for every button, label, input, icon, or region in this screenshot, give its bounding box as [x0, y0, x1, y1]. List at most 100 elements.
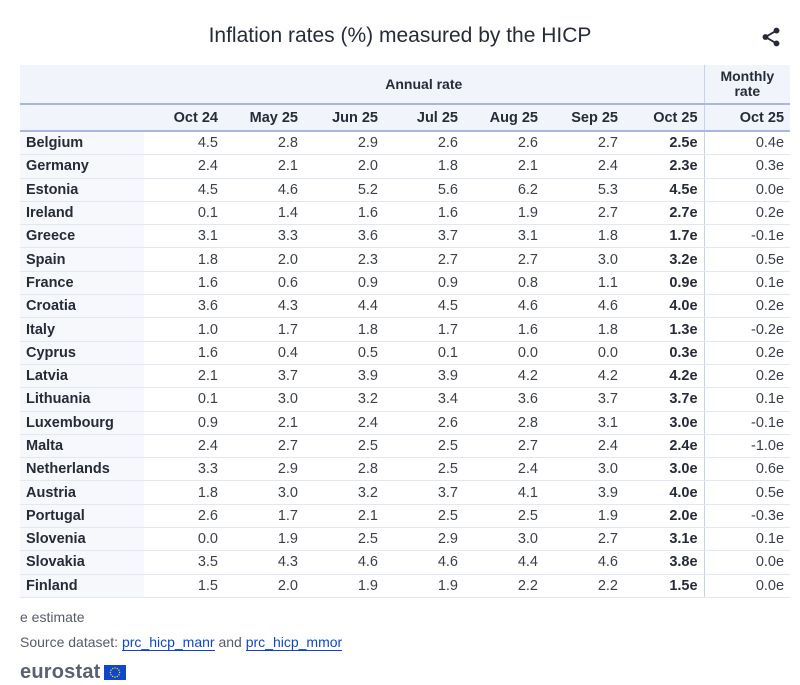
eurostat-logo: eurostat	[20, 660, 126, 684]
table-row: Spain 1.8 2.0 2.3 2.7 2.7 3.0 3.2e 0.5e	[20, 247, 791, 272]
value-cell: 4.6	[464, 294, 544, 319]
value-cell: 4.0e	[624, 480, 705, 505]
source-link-mmor[interactable]: prc_hicp_mmor	[245, 634, 343, 651]
value-cell: 1.6	[144, 271, 224, 296]
value-cell: 1.4	[224, 201, 304, 226]
value-cell: 4.5	[144, 131, 224, 156]
flag-star	[117, 669, 120, 671]
value-cell: -0.1e	[703, 411, 791, 435]
value-cell: 2.6	[384, 131, 464, 156]
table-row: Malta 2.4 2.7 2.5 2.5 2.7 2.4 2.4e -1.0e	[20, 434, 791, 459]
value-cell: 4.2	[544, 364, 624, 389]
value-cell: -0.1e	[703, 224, 791, 249]
value-cell: 2.5	[304, 434, 384, 459]
value-cell: 3.3	[144, 457, 224, 482]
source-link-manr[interactable]: prc_hicp_manr	[121, 634, 215, 651]
value-cell: 4.2e	[624, 364, 705, 389]
value-cell: 2.5	[464, 504, 544, 529]
value-cell: 1.9	[464, 201, 544, 226]
value-cell: 2.8	[464, 411, 544, 435]
value-cell: 0.0e	[703, 574, 791, 598]
table-row: Germany 2.4 2.1 2.0 1.8 2.1 2.4 2.3e 0.3e	[20, 154, 791, 179]
value-cell: 4.2	[464, 364, 544, 389]
source-prefix: Source dataset:	[20, 634, 122, 650]
value-cell: 2.9	[224, 457, 304, 482]
group-header-row: Annual rate Monthly rate	[20, 65, 791, 105]
country-cell: Germany	[20, 154, 144, 179]
value-cell: 4.4	[304, 294, 384, 319]
country-cell: France	[20, 271, 144, 296]
value-cell: 1.7	[224, 317, 304, 342]
country-cell: Slovenia	[20, 527, 144, 552]
table-row: Estonia 4.5 4.6 5.2 5.6 6.2 5.3 4.5e 0.0e	[20, 178, 791, 202]
value-cell: 4.6	[384, 550, 464, 575]
country-cell: Finland	[20, 574, 144, 598]
value-cell: 0.2e	[703, 201, 791, 226]
value-cell: 3.0	[464, 527, 544, 552]
monthly-rate-header: Monthly rate	[703, 65, 791, 105]
value-cell: 1.8	[144, 480, 224, 505]
value-cell: 2.1	[144, 364, 224, 389]
value-cell: 3.0	[544, 457, 624, 482]
column-header: Oct 24	[144, 104, 224, 132]
column-header: May 25	[224, 104, 304, 132]
value-cell: 2.6	[384, 411, 464, 435]
column-header: Sep 25	[544, 104, 624, 132]
value-cell: 2.4	[544, 434, 624, 459]
country-cell: Slovakia	[20, 550, 144, 575]
value-cell: 1.8	[384, 154, 464, 179]
column-header: Jun 25	[304, 104, 384, 132]
value-cell: 3.6	[304, 224, 384, 249]
value-cell: 2.0	[304, 154, 384, 179]
value-cell: 3.9	[384, 364, 464, 389]
value-cell: 3.4	[384, 387, 464, 412]
country-cell: Portugal	[20, 504, 144, 529]
value-cell: 2.1	[464, 154, 544, 179]
flag-star	[111, 675, 113, 677]
value-cell: 1.1	[544, 271, 624, 296]
source-line: Source dataset: prc_hicp_manr and prc_hi…	[20, 634, 343, 651]
share-icon[interactable]	[760, 26, 782, 48]
value-cell: 3.0e	[624, 411, 705, 435]
value-cell: 2.0e	[624, 504, 705, 529]
column-header: Aug 25	[464, 104, 544, 132]
value-cell: 2.2	[544, 574, 624, 598]
value-cell: 0.3e	[703, 154, 791, 179]
value-cell: 3.6	[464, 387, 544, 412]
value-cell: 5.3	[544, 178, 624, 202]
value-cell: 2.8	[304, 457, 384, 482]
value-cell: 2.8	[224, 131, 304, 156]
value-cell: 2.7	[464, 247, 544, 272]
value-cell: 1.5e	[624, 574, 705, 598]
value-cell: 1.6	[304, 201, 384, 226]
value-cell: 3.3	[224, 224, 304, 249]
value-cell: 2.0	[224, 247, 304, 272]
value-cell: 2.7	[544, 527, 624, 552]
value-cell: 0.0	[544, 341, 624, 365]
column-header-row: Oct 24 May 25 Jun 25 Jul 25 Aug 25 Sep 25 Oct …	[20, 104, 791, 132]
value-cell: 1.8	[544, 317, 624, 342]
value-cell: -1.0e	[703, 434, 791, 459]
value-cell: 0.4e	[703, 131, 791, 156]
value-cell: 6.2	[464, 178, 544, 202]
value-cell: 4.4	[464, 550, 544, 575]
country-cell: Ireland	[20, 201, 144, 226]
value-cell: 2.4	[544, 154, 624, 179]
value-cell: 2.9	[304, 131, 384, 156]
country-cell: Belgium	[20, 131, 144, 156]
country-cell: Italy	[20, 317, 144, 342]
value-cell: -0.2e	[703, 317, 791, 342]
country-cell: Estonia	[20, 178, 144, 202]
value-cell: 1.7e	[624, 224, 705, 249]
value-cell: 0.6e	[703, 457, 791, 482]
table-row: Austria 1.8 3.0 3.2 3.7 4.1 3.9 4.0e 0.5e	[20, 480, 791, 505]
flag-star	[116, 675, 118, 677]
value-cell: 1.0	[144, 317, 224, 342]
value-cell: 3.0	[224, 480, 304, 505]
value-cell: 2.1	[304, 504, 384, 529]
value-cell: 3.9	[544, 480, 624, 505]
eu-flag-icon	[103, 664, 126, 680]
value-cell: 3.2e	[624, 247, 705, 272]
value-cell: 0.3e	[624, 341, 705, 365]
chart-title: Inflation rates (%) measured by the HICP	[208, 24, 592, 47]
